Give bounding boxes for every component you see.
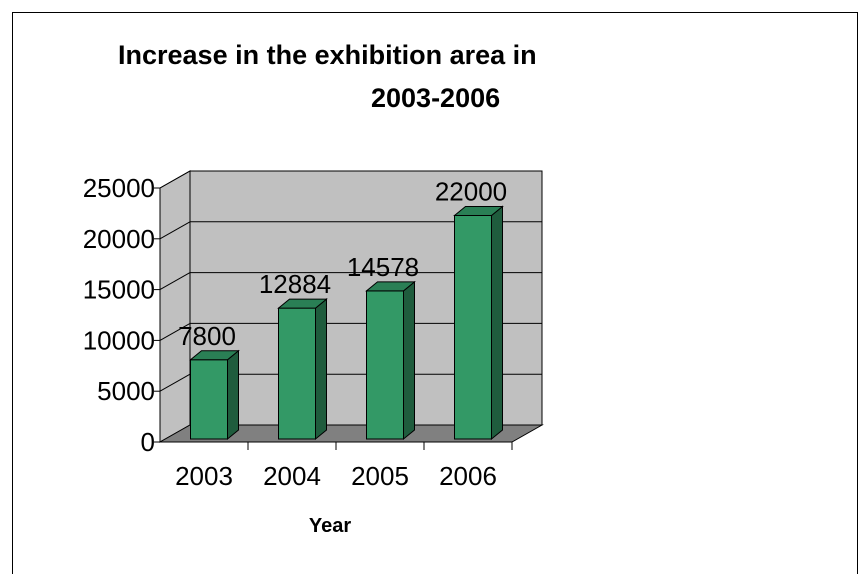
bar-top xyxy=(189,350,240,361)
bar-side xyxy=(491,205,503,441)
bar-front xyxy=(278,307,316,440)
gridline-side xyxy=(159,373,191,392)
x-axis-title: Year xyxy=(309,515,351,537)
y-tick-label: 15000 xyxy=(83,275,155,305)
bar-top xyxy=(453,205,504,216)
gridline-side xyxy=(159,272,191,291)
bar-front xyxy=(454,214,492,440)
y-tick-label: 5000 xyxy=(97,376,155,406)
x-tick-label: 2003 xyxy=(175,461,233,491)
gridline-side xyxy=(159,221,191,240)
y-tick-label: 20000 xyxy=(83,224,155,254)
bar-top xyxy=(365,281,416,292)
chart-title-line-2: 2003-2006 xyxy=(371,83,501,113)
bar-side xyxy=(227,349,239,441)
data-label: 7800 xyxy=(178,321,236,351)
bar-front xyxy=(190,359,228,440)
x-tick-label: 2006 xyxy=(439,461,497,491)
bar-front xyxy=(366,290,404,440)
gridline-side xyxy=(159,170,191,189)
y-tick-label: 10000 xyxy=(83,325,155,355)
side-wall xyxy=(159,170,191,443)
bar-side xyxy=(403,280,415,441)
x-tick-label: 2004 xyxy=(263,461,321,491)
data-label: 12884 xyxy=(259,269,331,299)
bar-top xyxy=(277,298,328,309)
x-tick-label: 2005 xyxy=(351,461,409,491)
chart-title-line-1: Increase in the exhibition area in xyxy=(118,40,537,70)
gridline-side xyxy=(159,322,191,341)
y-tick-label: 0 xyxy=(141,427,155,457)
bar-side xyxy=(315,298,327,441)
y-tick-label: 25000 xyxy=(83,173,155,203)
data-label: 14578 xyxy=(347,252,419,282)
data-label: 22000 xyxy=(435,176,507,206)
